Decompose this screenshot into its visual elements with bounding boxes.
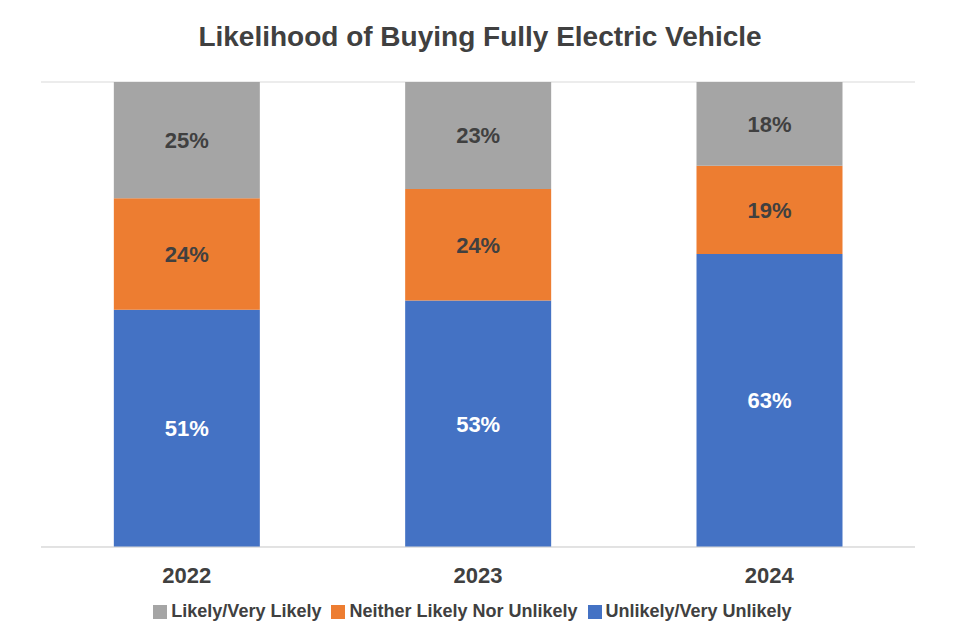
- html-text:Likely/Very Likely: Likely/Very Likely: [171, 601, 322, 621]
- svg-text:19%: 19%: [747, 198, 791, 223]
- svg-text:23%: 23%: [456, 123, 500, 148]
- svg-text:2023: 2023: [454, 563, 503, 588]
- svg-text:24%: 24%: [165, 242, 209, 267]
- svg-text:2022: 2022: [162, 563, 211, 588]
- svg-text:2024: 2024: [745, 563, 795, 588]
- html-text:Neither Likely Nor Unlikely: Neither Likely Nor Unlikely: [349, 601, 578, 621]
- svg-text:53%: 53%: [456, 412, 500, 437]
- html-text:Likelihood of Buying Fully Ele: Likelihood of Buying Fully Electric Vehi…: [198, 21, 762, 52]
- svg-text:51%: 51%: [165, 416, 209, 441]
- svg-text:63%: 63%: [747, 388, 791, 413]
- html-text:Unlikely/Very Unlikely: Unlikely/Very Unlikely: [605, 601, 792, 621]
- svg-text:24%: 24%: [456, 233, 500, 258]
- svg-text:25%: 25%: [165, 128, 209, 153]
- svg-text:18%: 18%: [747, 112, 791, 137]
